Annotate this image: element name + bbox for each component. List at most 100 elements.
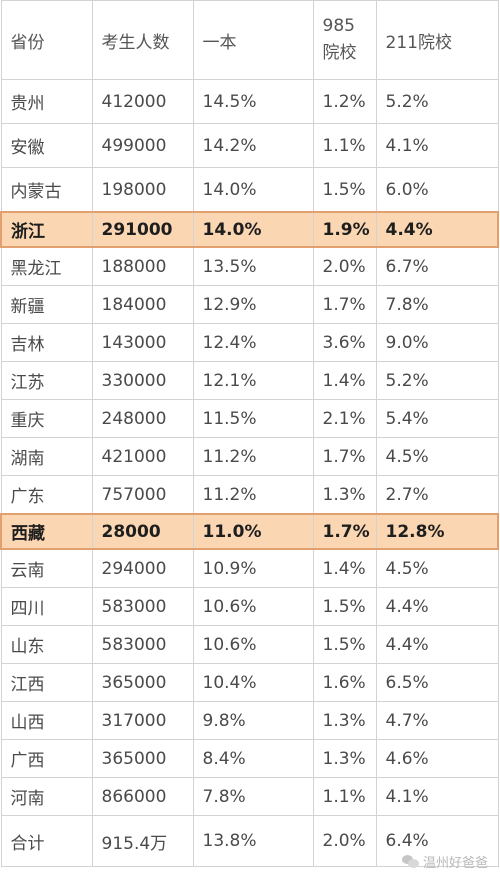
cell-c985: 1.7% [312, 285, 377, 324]
cell-c211: 4.5% [375, 548, 499, 588]
cell-tier1: 11.0% [192, 513, 314, 550]
cell-tier1: 12.4% [192, 323, 314, 362]
total-row: 合计 915.4万 13.8% 2.0% 6.4% [0, 815, 499, 867]
cell-province: 广东 [0, 475, 93, 515]
cell-tier1: 11.2% [192, 475, 314, 515]
cell-examinees: 143000 [91, 323, 194, 362]
cell-province: 新疆 [0, 285, 93, 324]
cell-c211: 5.2% [375, 79, 499, 124]
cell-examinees: 317000 [91, 701, 194, 740]
watermark: 温州好爸爸 [402, 852, 488, 871]
header-province: 省份 [0, 0, 93, 80]
cell-tier1: 10.4% [192, 663, 314, 702]
table-row: 山西 317000 9.8% 1.3% 4.7% [0, 701, 499, 740]
cell-c985: 1.5% [312, 167, 377, 213]
cell-province: 四川 [0, 587, 93, 626]
cell-examinees: 294000 [91, 548, 194, 588]
cell-c985: 1.5% [312, 587, 377, 626]
cell-c985: 1.4% [312, 548, 377, 588]
table-row: 黑龙江 188000 13.5% 2.0% 6.7% [0, 246, 499, 286]
total-c211: 6.4% [375, 815, 499, 867]
cell-examinees: 757000 [91, 475, 194, 515]
admission-rate-table: 省份 考生人数 一本 985 院校 211院校 贵州 412000 14.5% 1.2%… [0, 0, 499, 867]
table-row: 四川 583000 10.6% 1.5% 4.4% [0, 587, 499, 626]
cell-c211: 4.7% [375, 701, 499, 740]
table-row: 湖南 421000 11.2% 1.7% 4.5% [0, 437, 499, 476]
table-row: 安徽 499000 14.2% 1.1% 4.1% [0, 123, 499, 168]
table-row: 山东 583000 10.6% 1.5% 4.4% [0, 625, 499, 664]
cell-tier1: 12.9% [192, 285, 314, 324]
cell-examinees: 188000 [91, 246, 194, 286]
cell-c211: 4.6% [375, 739, 499, 778]
table-row: 吉林 143000 12.4% 3.6% 9.0% [0, 323, 499, 362]
cell-c985: 1.7% [312, 513, 377, 550]
cell-province: 山西 [0, 701, 93, 740]
cell-province: 吉林 [0, 323, 93, 362]
cell-c985: 1.9% [312, 211, 377, 248]
cell-examinees: 866000 [91, 777, 194, 816]
cell-tier1: 12.1% [192, 361, 314, 400]
cell-province: 安徽 [0, 123, 93, 168]
cell-examinees: 330000 [91, 361, 194, 400]
table-row: 广东 757000 11.2% 1.3% 2.7% [0, 475, 499, 515]
cell-examinees: 412000 [91, 79, 194, 124]
table-row: 云南 294000 10.9% 1.4% 4.5% [0, 548, 499, 588]
cell-c211: 4.1% [375, 777, 499, 816]
cell-examinees: 365000 [91, 739, 194, 778]
cell-c985: 1.1% [312, 777, 377, 816]
cell-province: 黑龙江 [0, 246, 93, 286]
table-row: 河南 866000 7.8% 1.1% 4.1% [0, 777, 499, 816]
cell-tier1: 14.2% [192, 123, 314, 168]
cell-c211: 4.4% [375, 211, 499, 248]
total-c985: 2.0% [312, 815, 377, 867]
cell-c985: 3.6% [312, 323, 377, 362]
header-211: 211院校 [375, 0, 499, 80]
cell-province: 广西 [0, 739, 93, 778]
cell-tier1: 14.5% [192, 79, 314, 124]
cell-c211: 6.7% [375, 246, 499, 286]
cell-tier1: 14.0% [192, 211, 314, 248]
cell-province: 贵州 [0, 79, 93, 124]
cell-province: 云南 [0, 548, 93, 588]
cell-c985: 1.3% [312, 475, 377, 515]
cell-c211: 2.7% [375, 475, 499, 515]
cell-examinees: 198000 [91, 167, 194, 213]
cell-c211: 5.2% [375, 361, 499, 400]
cell-c985: 1.7% [312, 437, 377, 476]
cell-c211: 7.8% [375, 285, 499, 324]
cell-province: 江西 [0, 663, 93, 702]
cell-c985: 1.1% [312, 123, 377, 168]
cell-examinees: 184000 [91, 285, 194, 324]
header-row: 省份 考生人数 一本 985 院校 211院校 [0, 0, 499, 80]
cell-province: 内蒙古 [0, 167, 93, 213]
table-row: 新疆 184000 12.9% 1.7% 7.8% [0, 285, 499, 324]
cell-c985: 1.3% [312, 739, 377, 778]
cell-tier1: 8.4% [192, 739, 314, 778]
watermark-text: 温州好爸爸 [423, 856, 489, 871]
cell-province: 浙江 [0, 211, 93, 248]
cell-examinees: 248000 [91, 399, 194, 438]
cell-tier1: 13.5% [192, 246, 314, 286]
table-row: 江苏 330000 12.1% 1.4% 5.2% [0, 361, 499, 400]
cell-c211: 5.4% [375, 399, 499, 438]
cell-c211: 6.0% [375, 167, 499, 213]
cell-province: 江苏 [0, 361, 93, 400]
cell-c211: 4.4% [375, 587, 499, 626]
cell-c985: 2.0% [312, 246, 377, 286]
cell-c985: 1.5% [312, 625, 377, 664]
wechat-icon [402, 854, 420, 870]
header-tier1: 一本 [192, 0, 314, 80]
cell-province: 河南 [0, 777, 93, 816]
cell-c211: 9.0% [375, 323, 499, 362]
header-985-bottom: 院校 [322, 43, 357, 63]
total-tier1: 13.8% [192, 815, 314, 867]
total-province: 合计 [0, 815, 93, 867]
cell-examinees: 421000 [91, 437, 194, 476]
cell-examinees: 583000 [91, 587, 194, 626]
cell-tier1: 11.5% [192, 399, 314, 438]
cell-province: 湖南 [0, 437, 93, 476]
header-examinees: 考生人数 [91, 0, 194, 80]
cell-examinees: 499000 [91, 123, 194, 168]
table-row: 浙江 291000 14.0% 1.9% 4.4% [0, 211, 499, 248]
header-985: 985 院校 [312, 0, 377, 80]
